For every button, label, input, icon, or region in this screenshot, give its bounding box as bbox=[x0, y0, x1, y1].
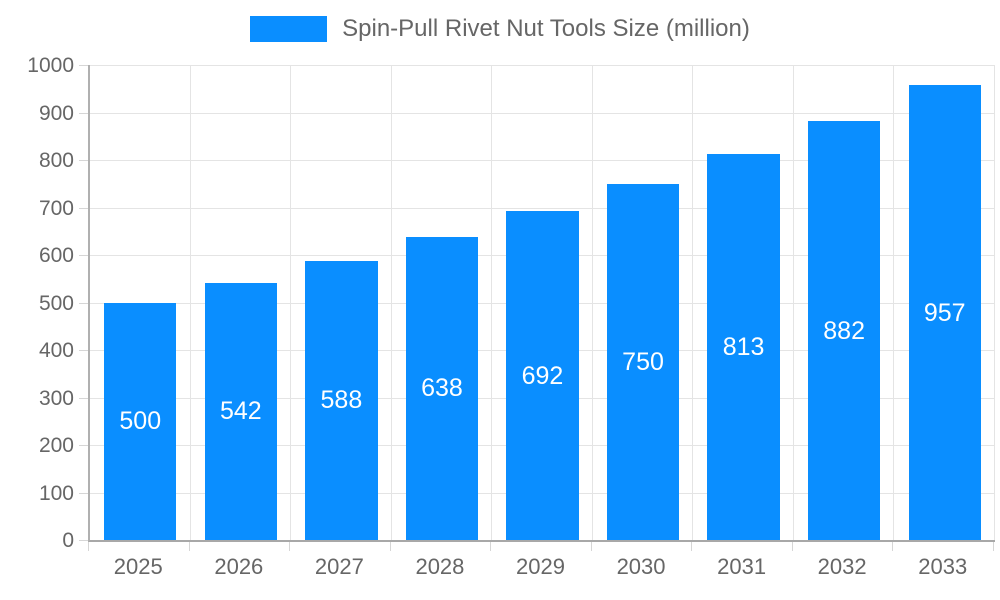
y-axis-label: 0 bbox=[62, 529, 74, 552]
y-axis-tick bbox=[79, 350, 88, 351]
x-gridline bbox=[994, 65, 995, 540]
y-axis-label: 1000 bbox=[27, 54, 74, 77]
x-axis-tick bbox=[88, 542, 89, 551]
x-gridline bbox=[290, 65, 292, 540]
bar[interactable]: 638 bbox=[405, 236, 479, 540]
y-axis-tick bbox=[79, 207, 88, 209]
bar-value-label: 500 bbox=[119, 407, 162, 436]
y-axis-tick bbox=[79, 65, 88, 66]
y-axis-label: 200 bbox=[38, 434, 74, 457]
x-gridline bbox=[189, 65, 191, 540]
y-axis-label: 400 bbox=[38, 339, 74, 362]
x-axis-tick bbox=[892, 542, 894, 551]
y-axis-tick bbox=[79, 492, 88, 494]
bar[interactable]: 500 bbox=[104, 302, 177, 540]
x-axis-label: 2033 bbox=[918, 554, 968, 579]
bar[interactable]: 692 bbox=[506, 211, 579, 540]
bar[interactable]: 957 bbox=[908, 85, 981, 540]
y-axis-tick bbox=[79, 160, 88, 161]
x-gridline bbox=[893, 65, 895, 540]
bar-value-label: 750 bbox=[622, 347, 664, 376]
x-axis-tick bbox=[188, 542, 190, 551]
bar[interactable]: 542 bbox=[204, 282, 278, 540]
x-axis-tick bbox=[691, 542, 693, 551]
x-axis-label: 2030 bbox=[616, 554, 666, 579]
bar-value-label: 542 bbox=[219, 397, 262, 426]
x-axis-label: 2032 bbox=[817, 554, 867, 579]
bar-value-label: 813 bbox=[722, 332, 765, 361]
x-axis-label: 2027 bbox=[314, 554, 364, 579]
x-axis-tick bbox=[490, 542, 492, 551]
x-axis-label: 2028 bbox=[415, 554, 465, 579]
bar-value-label: 957 bbox=[923, 298, 966, 327]
y-axis-tick bbox=[79, 302, 88, 304]
x-axis-tick bbox=[791, 542, 793, 551]
x-gridline bbox=[692, 65, 694, 540]
legend-label: Spin-Pull Rivet Nut Tools Size (million) bbox=[342, 15, 750, 42]
y-axis-label: 700 bbox=[38, 196, 74, 220]
x-axis-tick bbox=[590, 542, 592, 551]
y-axis-label: 900 bbox=[38, 101, 74, 125]
bar-value-label: 638 bbox=[421, 374, 463, 403]
bar[interactable]: 813 bbox=[707, 153, 780, 540]
y-axis-label: 500 bbox=[38, 291, 74, 315]
y-axis-label: 600 bbox=[38, 244, 74, 267]
x-axis-tick bbox=[389, 542, 391, 551]
bar[interactable]: 750 bbox=[606, 183, 680, 540]
bar[interactable]: 882 bbox=[807, 121, 881, 540]
x-axis-label: 2031 bbox=[717, 554, 767, 579]
bar-value-label: 588 bbox=[320, 386, 363, 415]
legend[interactable]: Spin-Pull Rivet Nut Tools Size (million) bbox=[0, 16, 1000, 42]
bar[interactable]: 588 bbox=[305, 260, 378, 540]
x-gridline bbox=[792, 65, 794, 540]
y-axis-tick bbox=[79, 445, 88, 446]
y-gridline bbox=[90, 112, 995, 114]
x-gridline bbox=[591, 65, 593, 540]
bar-value-label: 882 bbox=[823, 316, 865, 345]
bar-value-label: 692 bbox=[521, 361, 564, 390]
x-axis-label: 2026 bbox=[214, 554, 264, 579]
x-axis-label: 2025 bbox=[113, 554, 163, 579]
y-axis-tick bbox=[79, 112, 88, 114]
legend-swatch bbox=[250, 16, 328, 42]
y-axis-tick bbox=[79, 255, 88, 256]
x-gridline bbox=[491, 65, 493, 540]
y-axis-label: 800 bbox=[38, 149, 74, 172]
y-axis-label: 100 bbox=[38, 481, 74, 505]
x-axis-tick bbox=[993, 542, 994, 551]
x-axis-tick bbox=[289, 542, 291, 551]
y-axis-tick bbox=[79, 540, 88, 541]
y-axis-label: 300 bbox=[38, 386, 74, 410]
y-gridline bbox=[90, 160, 995, 161]
y-gridline bbox=[90, 65, 995, 66]
y-gridline bbox=[90, 207, 995, 209]
x-gridline bbox=[390, 65, 392, 540]
x-axis-label: 2029 bbox=[516, 554, 565, 579]
y-axis-tick bbox=[79, 397, 88, 399]
plot-area: 500 542 588 638 692 750 813 882 957 bbox=[88, 65, 995, 542]
